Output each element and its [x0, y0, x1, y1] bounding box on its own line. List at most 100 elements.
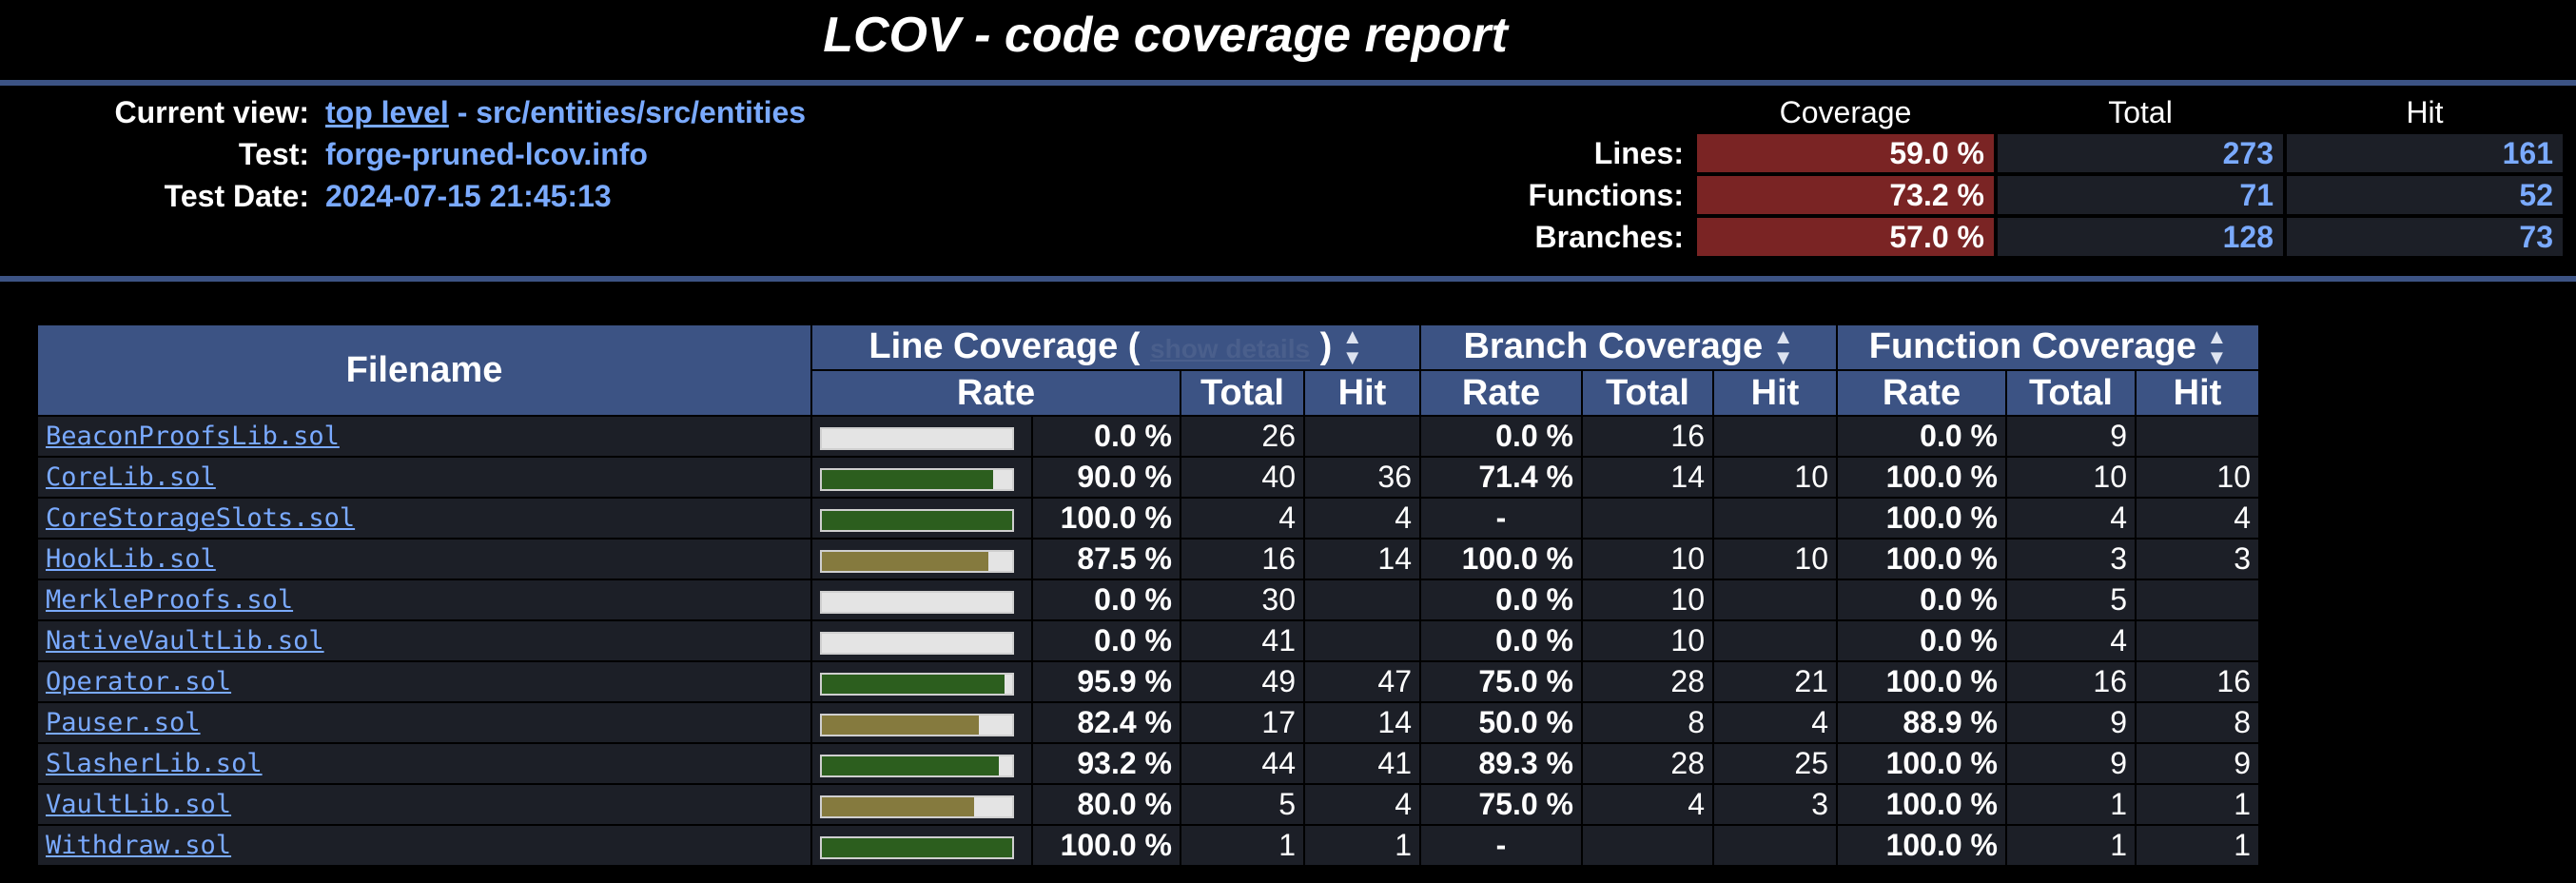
- coverage-bar-cell: [812, 458, 1031, 497]
- branch-hit: [1714, 580, 1836, 619]
- branch-rate: 75.0 %: [1421, 785, 1581, 824]
- show-details-link[interactable]: show details: [1150, 333, 1311, 363]
- line-rate: 0.0 %: [1033, 621, 1180, 660]
- sort-icon[interactable]: ▲ ▼: [1341, 324, 1363, 370]
- function-hit: [2137, 580, 2258, 619]
- function-hit: 16: [2137, 662, 2258, 701]
- function-rate: 0.0 %: [1838, 580, 2005, 619]
- branch-total: 14: [1583, 458, 1712, 497]
- file-link[interactable]: VaultLib.sol: [46, 790, 232, 819]
- file-link[interactable]: Withdraw.sol: [46, 831, 232, 860]
- line-hit: [1305, 621, 1419, 660]
- summary-functions-coverage: 73.2 %: [1697, 176, 1994, 214]
- branch-rate-header: Rate: [1421, 371, 1581, 415]
- line-coverage-title: Line Coverage (: [868, 325, 1141, 366]
- function-hit-header: Hit: [2137, 371, 2258, 415]
- coverage-bar: [820, 508, 1014, 532]
- header-divider: [0, 80, 2576, 86]
- function-coverage-title: Function Coverage: [1868, 325, 2196, 366]
- file-link[interactable]: SlasherLib.sol: [46, 749, 263, 778]
- file-link[interactable]: BeaconProofsLib.sol: [46, 422, 340, 451]
- function-coverage-header: Function Coverage ▲ ▼: [1838, 325, 2258, 369]
- coverage-bar-cell: [812, 540, 1031, 579]
- line-rate: 100.0 %: [1033, 499, 1180, 538]
- sort-icon[interactable]: ▲ ▼: [2206, 324, 2228, 370]
- branch-hit: [1714, 499, 1836, 538]
- line-total: 4: [1181, 499, 1303, 538]
- line-total: 49: [1181, 662, 1303, 701]
- file-link[interactable]: NativeVaultLib.sol: [46, 626, 324, 656]
- function-total: 1: [2007, 785, 2135, 824]
- file-link[interactable]: CoreStorageSlots.sol: [46, 503, 356, 533]
- line-rate-header: Rate: [812, 371, 1180, 415]
- summary-branches-coverage: 57.0 %: [1697, 218, 1994, 256]
- filename-cell: NativeVaultLib.sol: [38, 621, 810, 660]
- function-rate-header: Rate: [1838, 371, 2005, 415]
- coverage-bar: [820, 426, 1014, 450]
- coverage-bar-cell: [812, 417, 1031, 456]
- line-rate: 0.0 %: [1033, 417, 1180, 456]
- coverage-bar: [820, 835, 1014, 859]
- function-hit: [2137, 621, 2258, 660]
- function-total-header: Total: [2007, 371, 2135, 415]
- line-total: 5: [1181, 785, 1303, 824]
- file-coverage-table: Filename Line Coverage ( show details ) …: [36, 324, 2260, 867]
- function-rate: 100.0 %: [1838, 744, 2005, 783]
- branch-hit: 10: [1714, 458, 1836, 497]
- line-rate: 90.0 %: [1033, 458, 1180, 497]
- line-hit: [1305, 580, 1419, 619]
- filename-cell: MerkleProofs.sol: [38, 580, 810, 619]
- coverage-bar-cell: [812, 703, 1031, 742]
- table-row: VaultLib.sol 80.0 % 5 4 75.0 % 4 3 100.0 % 1 1: [38, 785, 2258, 824]
- line-total: 30: [1181, 580, 1303, 619]
- filename-cell: CoreStorageSlots.sol: [38, 499, 810, 538]
- line-hit: 36: [1305, 458, 1419, 497]
- branch-hit: 25: [1714, 744, 1836, 783]
- branch-rate: 89.3 %: [1421, 744, 1581, 783]
- file-link[interactable]: HookLib.sol: [46, 544, 216, 574]
- branch-total-header: Total: [1583, 371, 1712, 415]
- filename-cell: VaultLib.sol: [38, 785, 810, 824]
- table-row: Pauser.sol 82.4 % 17 14 50.0 % 8 4 88.9 % 9 8: [38, 703, 2258, 742]
- coverage-bar: [820, 590, 1014, 614]
- function-total: 9: [2007, 744, 2135, 783]
- branch-rate: -: [1421, 826, 1581, 865]
- branch-hit: 4: [1714, 703, 1836, 742]
- file-link[interactable]: MerkleProofs.sol: [46, 585, 294, 615]
- coverage-bar-cell: [812, 662, 1031, 701]
- summary-lines-total: 273: [1998, 134, 2283, 172]
- function-rate: 100.0 %: [1838, 458, 2005, 497]
- line-rate: 80.0 %: [1033, 785, 1180, 824]
- line-hit-header: Hit: [1305, 371, 1419, 415]
- summary-branches-total: 128: [1998, 218, 2283, 256]
- file-link[interactable]: CoreLib.sol: [46, 462, 216, 492]
- table-row: Withdraw.sol 100.0 % 1 1-100.0 % 1 1: [38, 826, 2258, 865]
- current-view-path: - src/entities/src/entities: [448, 95, 807, 129]
- branch-coverage-title: Branch Coverage: [1463, 325, 1764, 366]
- line-total: 41: [1181, 621, 1303, 660]
- branch-hit: [1714, 826, 1836, 865]
- table-row: NativeVaultLib.sol 0.0 % 41 0.0 % 10 0.0 % 4: [38, 621, 2258, 660]
- branch-total: 10: [1583, 580, 1712, 619]
- test-label: Test:: [238, 137, 309, 171]
- function-rate: 0.0 %: [1838, 621, 2005, 660]
- line-rate: 95.9 %: [1033, 662, 1180, 701]
- branch-rate: 0.0 %: [1421, 580, 1581, 619]
- line-total: 16: [1181, 540, 1303, 579]
- table-row: BeaconProofsLib.sol 0.0 % 26 0.0 % 16 0.0 % 9: [38, 417, 2258, 456]
- file-link[interactable]: Operator.sol: [46, 667, 232, 697]
- summary-lines-hit: 161: [2287, 134, 2563, 172]
- branch-hit: [1714, 621, 1836, 660]
- coverage-bar-fill: [822, 551, 988, 571]
- sort-icon[interactable]: ▲ ▼: [1772, 324, 1794, 370]
- branch-rate: 100.0 %: [1421, 540, 1581, 579]
- coverage-bar-cell: [812, 499, 1031, 538]
- current-view-value: top level - src/entities/src/entities: [325, 91, 806, 133]
- line-total: 44: [1181, 744, 1303, 783]
- top-level-link[interactable]: top level: [325, 95, 449, 129]
- branch-total: 28: [1583, 744, 1712, 783]
- line-total: 40: [1181, 458, 1303, 497]
- line-rate: 87.5 %: [1033, 540, 1180, 579]
- file-link[interactable]: Pauser.sol: [46, 708, 201, 737]
- function-rate: 100.0 %: [1838, 540, 2005, 579]
